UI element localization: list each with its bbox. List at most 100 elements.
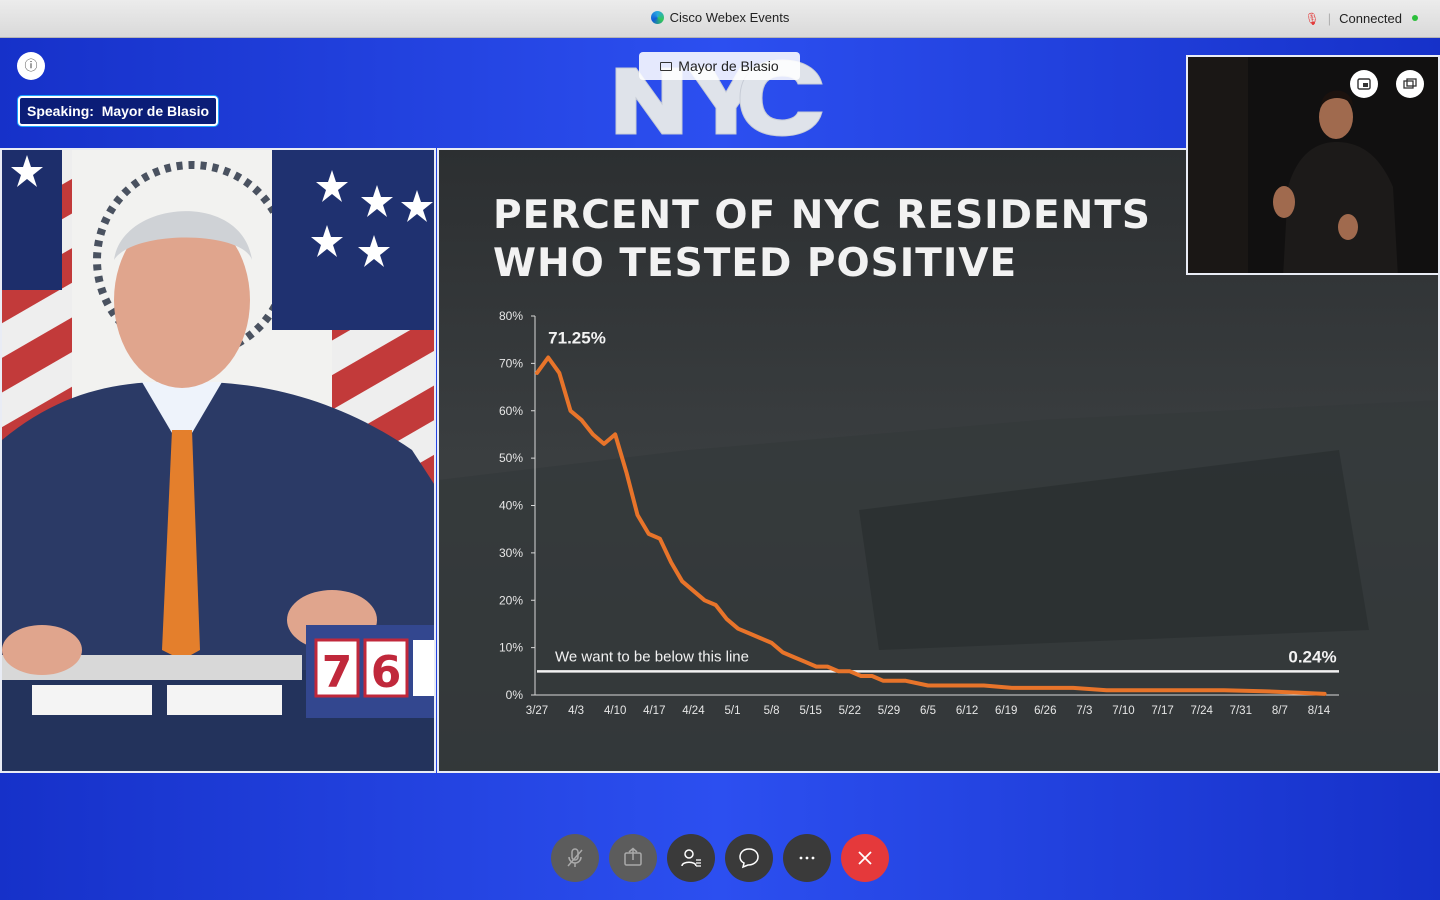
y-tick-label: 0%: [506, 688, 524, 702]
speaker-video-frame: 7 6: [2, 150, 434, 771]
data-point: [613, 432, 617, 436]
x-tick-label: 8/7: [1272, 705, 1288, 717]
mic-off-icon: [567, 848, 583, 867]
data-point: [725, 617, 729, 621]
connection-label: Connected: [1339, 11, 1402, 26]
slide-title: PERCENT OF NYC RESIDENTS WHO TESTED POSI…: [493, 193, 1152, 286]
webex-logo-icon: [650, 11, 664, 24]
data-point: [770, 641, 774, 645]
data-point: [1323, 692, 1327, 696]
data-point: [703, 598, 707, 602]
meeting-stage: ⓘ Speaking: Mayor de Blasio Mayor de Bla…: [0, 38, 1440, 900]
meeting-controls: [0, 834, 1440, 884]
picture-in-picture-button[interactable]: [1350, 70, 1378, 98]
positive-rate-line-series: [535, 355, 1327, 696]
interpreter-video[interactable]: [1186, 55, 1440, 275]
x-tick-label: 3/27: [526, 705, 548, 717]
status-divider: |: [1327, 11, 1332, 26]
data-point: [747, 631, 751, 635]
data-point: [557, 371, 561, 375]
data-point: [546, 355, 550, 359]
data-point: [1038, 686, 1042, 690]
data-point: [1010, 686, 1014, 690]
data-point: [758, 636, 762, 640]
share-button[interactable]: [609, 834, 657, 882]
x-tick-label: 4/24: [682, 705, 705, 717]
pop-out-video-button[interactable]: [1396, 70, 1424, 98]
connected-dot-icon: [1412, 15, 1418, 21]
y-tick-label: 40%: [499, 499, 523, 513]
speaking-indicator: Speaking: Mayor de Blasio: [18, 96, 219, 126]
data-point: [636, 513, 640, 517]
data-point: [954, 684, 958, 688]
x-tick-label: 7/10: [1112, 705, 1134, 717]
pop-out-icon: [1403, 78, 1417, 89]
data-point: [602, 442, 606, 446]
data-point: [647, 532, 651, 536]
y-tick-label: 70%: [499, 356, 523, 370]
x-tick-label: 7/17: [1151, 705, 1173, 717]
data-point: [881, 679, 885, 683]
positivity-line-chart: 0% 10% 20% 30% 40% 50% 60% 70% 80% 3/27 4/3 4/10 4/1…: [499, 309, 1339, 717]
chat-button[interactable]: [725, 834, 773, 882]
y-tick-label: 10%: [499, 641, 523, 655]
podium-digit-2: 6: [371, 647, 402, 698]
data-point: [680, 579, 684, 583]
x-tick-label: 6/12: [956, 705, 978, 717]
data-point: [1071, 686, 1075, 690]
more-options-button[interactable]: [783, 834, 831, 882]
data-point: [624, 470, 628, 474]
data-point: [1295, 691, 1299, 695]
y-tick-label: 30%: [499, 546, 523, 560]
data-point: [569, 409, 573, 413]
x-tick-label: 5/8: [764, 705, 780, 717]
peak-annotation: 71.25%: [548, 328, 606, 347]
x-tick-label: 5/1: [725, 705, 741, 717]
pip-icon: [1357, 78, 1371, 90]
x-tick-label: 5/15: [800, 705, 822, 717]
data-point: [691, 589, 695, 593]
data-point: [837, 669, 841, 673]
x-tick-label: 6/19: [995, 705, 1017, 717]
data-point: [1183, 688, 1187, 692]
y-tick-label: 20%: [499, 593, 523, 607]
window-titlebar: Cisco Webex Events 🎙 | Connected: [0, 0, 1440, 38]
data-point: [658, 537, 662, 541]
participants-button[interactable]: [667, 834, 715, 882]
data-point: [814, 665, 818, 669]
data-point: [781, 650, 785, 654]
data-point: [535, 371, 539, 375]
y-tick-label: 80%: [499, 309, 523, 323]
chat-icon: [739, 848, 759, 869]
active-video-name-pill: Mayor de Blasio: [639, 52, 800, 80]
data-point: [803, 660, 807, 664]
app-title: Cisco Webex Events: [0, 10, 1440, 25]
shared-slide[interactable]: PERCENT OF NYC RESIDENTS WHO TESTED POSI…: [437, 148, 1440, 773]
x-tick-label: 7/24: [1191, 705, 1214, 717]
x-tick-label: 7/31: [1230, 705, 1252, 717]
data-point: [714, 603, 718, 607]
latest-annotation: 0.24%: [1288, 647, 1336, 666]
data-point: [982, 684, 986, 688]
data-point: [859, 674, 863, 678]
y-tick-label: 60%: [499, 404, 523, 418]
data-point: [591, 432, 595, 436]
data-point: [870, 674, 874, 678]
x-tick-label: 4/3: [568, 705, 584, 717]
data-point: [1222, 688, 1226, 692]
leave-event-button[interactable]: [841, 834, 889, 882]
data-point: [1261, 689, 1265, 693]
x-tick-label: 5/29: [878, 705, 900, 717]
connection-status: 🎙 | Connected: [1304, 11, 1418, 26]
speaker-video[interactable]: 7 6: [0, 148, 436, 773]
more-icon: [799, 856, 815, 860]
info-button[interactable]: ⓘ: [17, 52, 45, 80]
x-tick-label: 6/5: [920, 705, 936, 717]
data-point: [848, 669, 852, 673]
data-point: [1105, 688, 1109, 692]
data-point: [904, 679, 908, 683]
video-camera-icon: [660, 62, 673, 71]
mute-button[interactable]: [551, 834, 599, 882]
data-point: [580, 418, 584, 422]
y-tick-label: 50%: [499, 451, 523, 465]
